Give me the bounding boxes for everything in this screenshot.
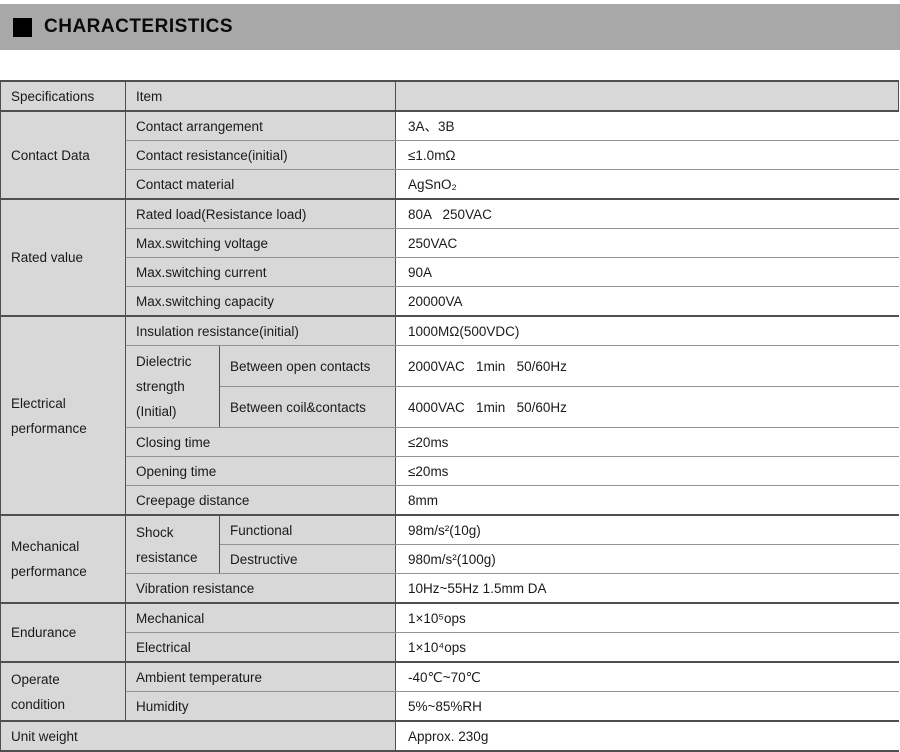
item-cell: Max.switching voltage (124, 228, 397, 258)
col-header-empty (395, 80, 900, 112)
value-cell: 98m/s²(10g) (395, 514, 899, 545)
table-row: Operate condition Ambient temperature -4… (0, 661, 899, 722)
table-row: Electrical 1×10⁴ops (1, 632, 899, 663)
section-label-rated-value: Rated value (0, 198, 126, 317)
value-cell: 1×10⁵ops (395, 602, 899, 633)
item-cell: Creepage distance (124, 485, 397, 516)
table-row: Creepage distance 8mm (1, 485, 899, 516)
table-row: Opening time ≤20ms (1, 456, 899, 486)
page-title: CHARACTERISTICS (44, 16, 234, 37)
value-cell: 10Hz~55Hz 1.5mm DA (395, 573, 899, 604)
value-cell: 250VAC (395, 228, 899, 258)
item-cell: Max.switching capacity (124, 286, 397, 317)
section-label-unit-weight: Unit weight (0, 720, 397, 752)
table-row: Destructive 980m/s²(100g) (1, 544, 899, 574)
table-row: Contact Data Contact arrangement 3A、3B (0, 110, 899, 200)
item-cell: Mechanical (124, 602, 397, 633)
item-cell: Vibration resistance (124, 573, 397, 604)
item-cell: Humidity (124, 691, 397, 722)
item-cell: Between open contacts (218, 345, 397, 387)
col-header-item: Item (124, 80, 397, 112)
table-row: Max.switching current 90A (1, 257, 899, 287)
section-label-mechanical-performance: Mechanical performance (0, 514, 126, 604)
item-cell: Functional (218, 514, 397, 545)
value-cell: 1×10⁴ops (395, 632, 899, 663)
table-row: Vibration resistance 10Hz~55Hz 1.5mm DA (1, 573, 899, 604)
value-cell: 980m/s²(100g) (395, 544, 899, 574)
item-cell: Max.switching current (124, 257, 397, 287)
value-cell: 3A、3B (395, 110, 899, 141)
value-cell: ≤1.0mΩ (395, 140, 899, 170)
item-cell: Opening time (124, 456, 397, 486)
value-cell: Approx. 230g (395, 720, 899, 752)
section-title-bar: CHARACTERISTICS (0, 4, 900, 50)
value-cell: 20000VA (395, 286, 899, 317)
section-label-operate-condition: Operate condition (0, 661, 126, 722)
item-cell: Destructive (218, 544, 397, 574)
col-header-specifications: Specifications (0, 80, 126, 112)
item-cell: Ambient temperature (124, 661, 397, 692)
table-row: Max.switching capacity 20000VA (1, 286, 899, 317)
item-cell: Contact material (124, 169, 397, 200)
item-cell: Between coil&contacts (218, 386, 397, 428)
table-row: Closing time ≤20ms (1, 427, 899, 457)
group-label-dielectric-strength: Dielectric strength (Initial) (125, 345, 220, 428)
item-cell: Rated load(Resistance load) (124, 198, 397, 229)
value-cell: 4000VAC 1min 50/60Hz (395, 386, 899, 428)
value-cell: 5%~85%RH (395, 691, 899, 722)
value-cell: ≤20ms (395, 456, 899, 486)
value-cell: AgSnO₂ (395, 169, 899, 200)
table-row: Contact material AgSnO₂ (1, 169, 899, 200)
value-cell: 2000VAC 1min 50/60Hz (395, 345, 899, 387)
value-cell: 1000MΩ(500VDC) (395, 315, 899, 346)
table-row: Mechanical performance Shock resistance … (0, 514, 899, 604)
table-header-row: Specifications Item (0, 80, 900, 112)
group-label-shock-resistance: Shock resistance (125, 514, 220, 574)
table-row: Max.switching voltage 250VAC (1, 228, 899, 258)
section-label-electrical-performance: Electrical performance (0, 315, 126, 516)
item-cell: Insulation resistance(initial) (124, 315, 397, 346)
item-cell: Electrical (124, 632, 397, 663)
table-row: Rated value Rated load(Resistance load) … (0, 198, 899, 317)
table-row: Humidity 5%~85%RH (1, 691, 899, 722)
section-label-endurance: Endurance (0, 602, 126, 663)
value-cell: -40℃~70℃ (395, 661, 899, 692)
table-row: Electrical performance Insulation resist… (0, 315, 899, 516)
value-cell: 90A (395, 257, 899, 287)
value-cell: ≤20ms (395, 427, 899, 457)
item-cell: Closing time (124, 427, 397, 457)
table-row: Unit weight Approx. 230g (0, 720, 899, 752)
value-cell: 8mm (395, 485, 899, 516)
characteristics-table: Specifications Item Contact Data Contact… (0, 80, 900, 752)
item-cell: Contact arrangement (124, 110, 397, 141)
section-marker-icon (13, 17, 32, 37)
section-label-contact-data: Contact Data (0, 110, 126, 200)
table-row: Contact resistance(initial) ≤1.0mΩ (1, 140, 899, 170)
table-row: Dielectric strength (Initial) Between op… (1, 345, 899, 428)
value-cell: 80A 250VAC (395, 198, 899, 229)
table-row: Endurance Mechanical 1×10⁵ops (0, 602, 899, 663)
item-cell: Contact resistance(initial) (124, 140, 397, 170)
